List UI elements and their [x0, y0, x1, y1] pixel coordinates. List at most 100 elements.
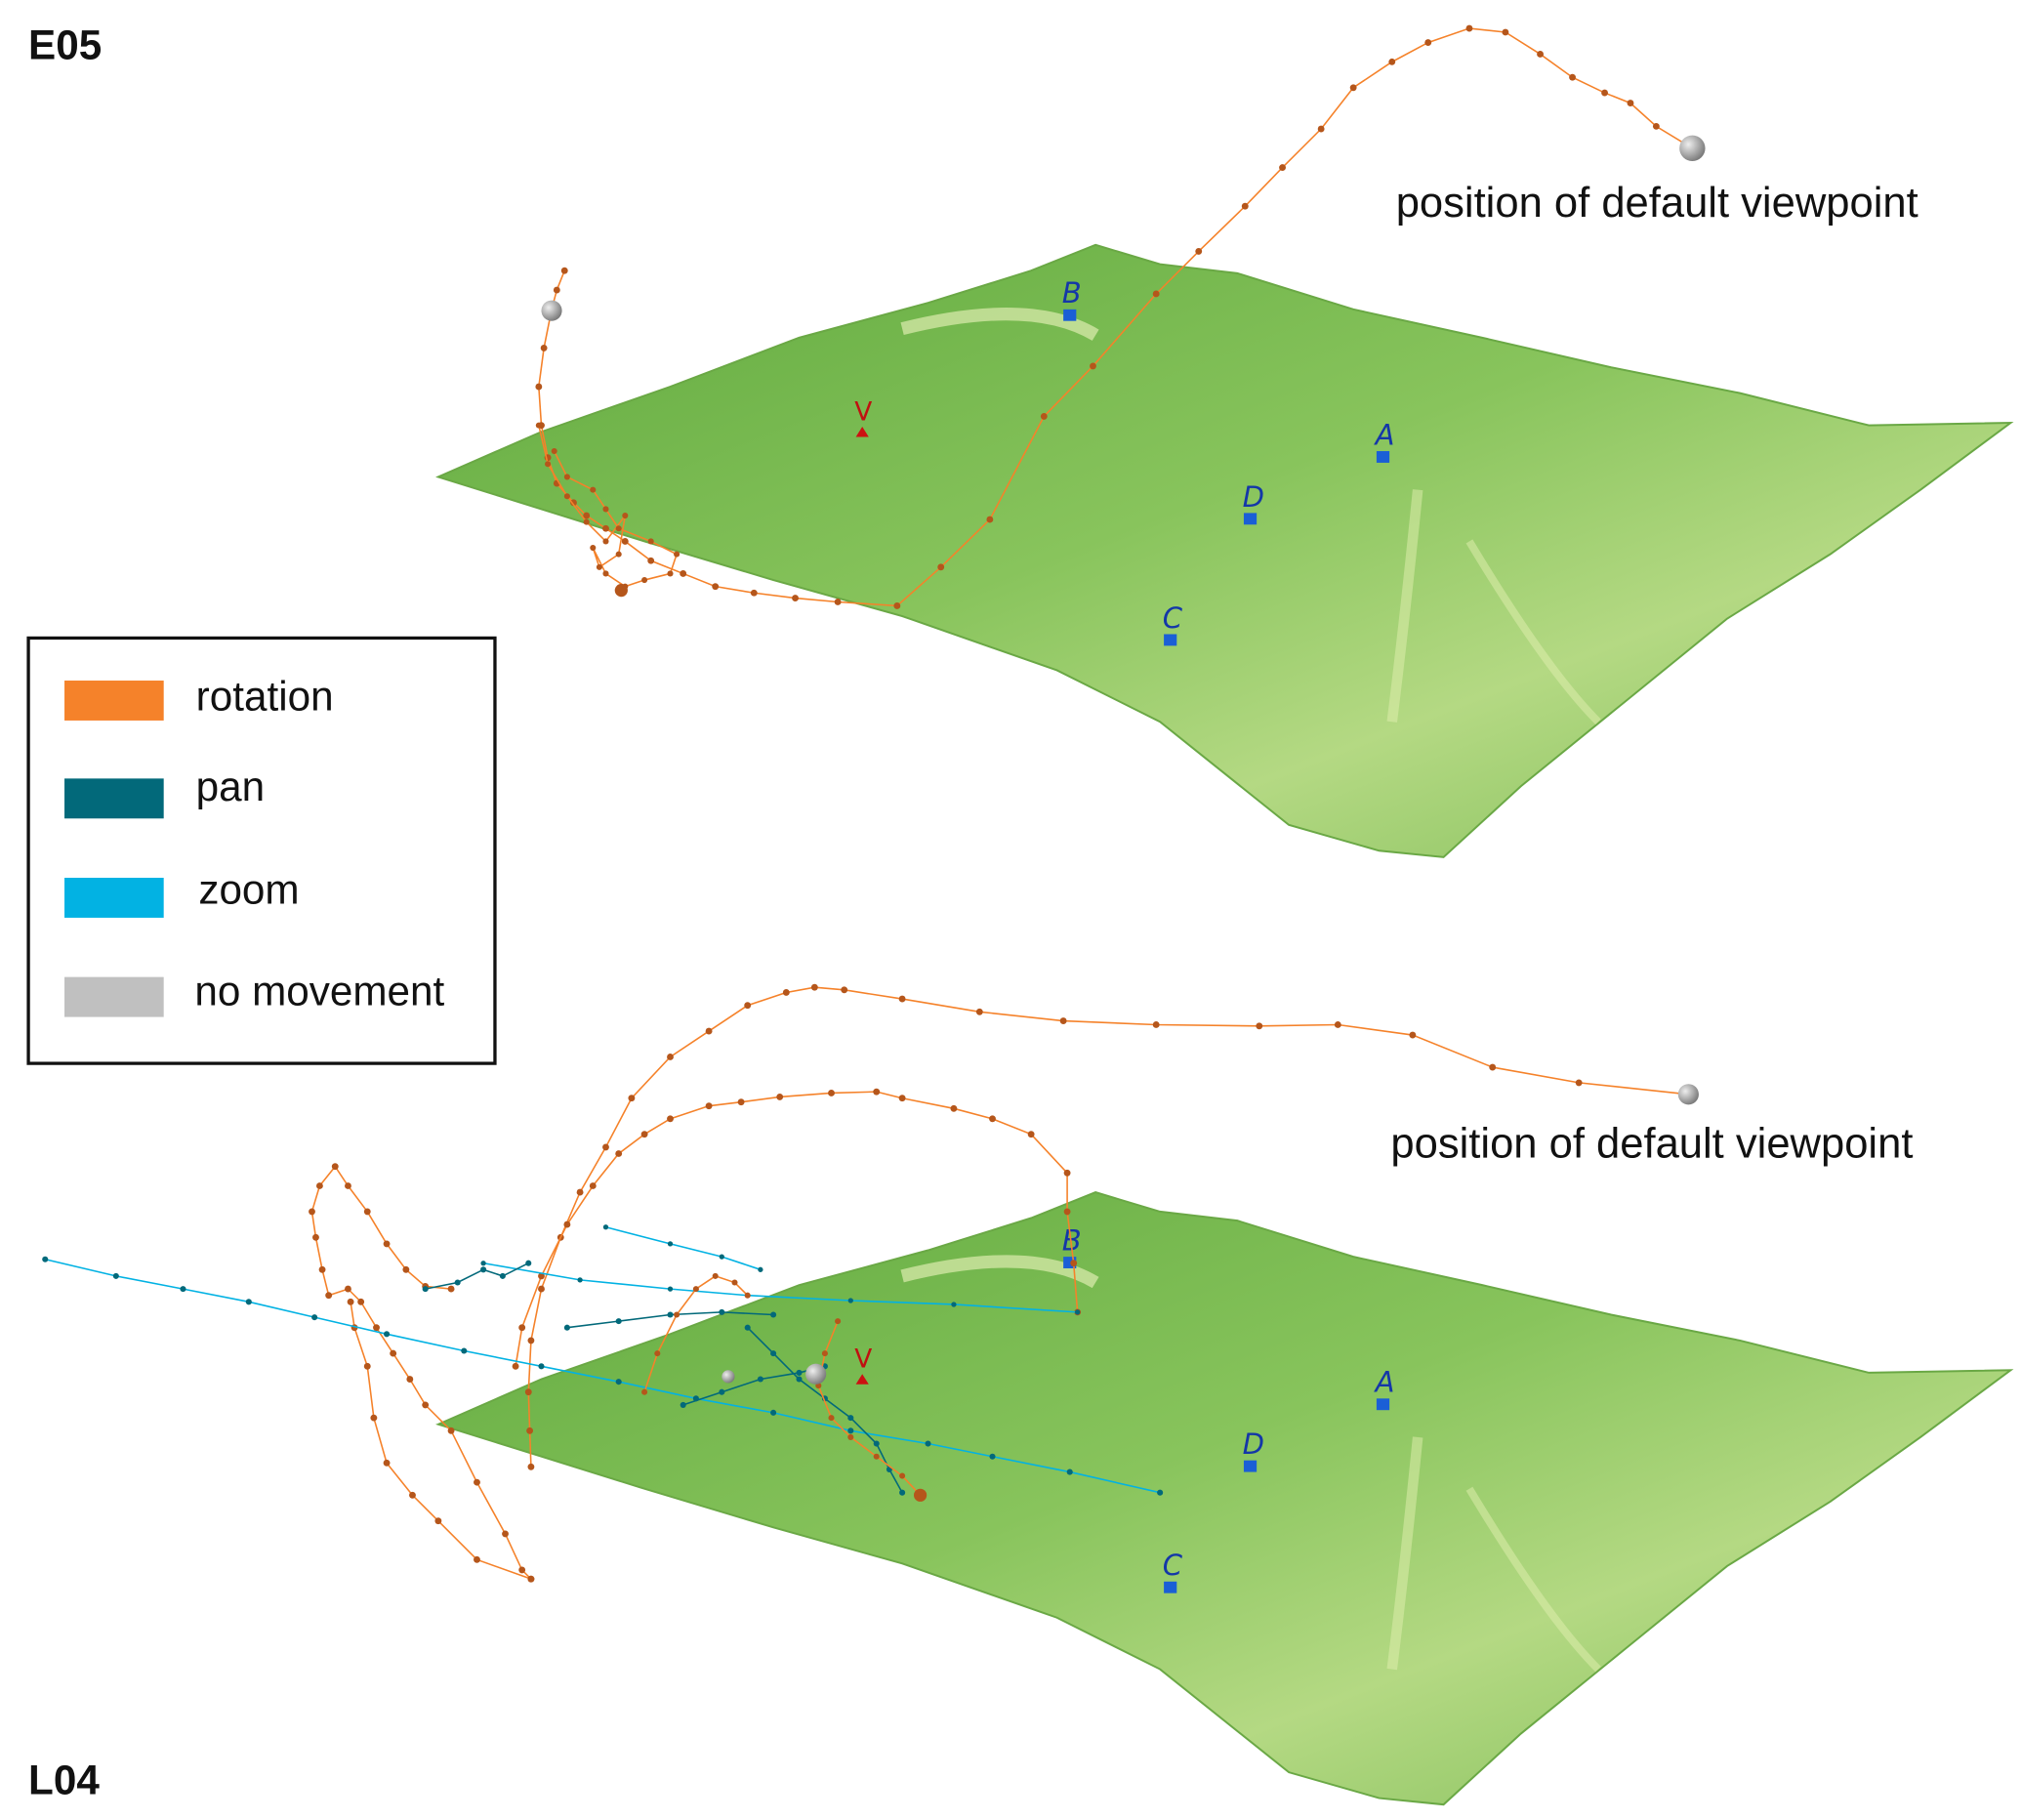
trajectory-point [951, 1302, 957, 1307]
trajectory-point [692, 1286, 699, 1293]
trajectory-point [873, 1453, 880, 1460]
trajectory-point [535, 383, 543, 391]
trajectory-point [847, 1427, 854, 1434]
trajectory-point [667, 1241, 674, 1247]
location-label-d: D [1243, 480, 1264, 514]
trajectory-point [577, 1277, 583, 1283]
trajectory-point [770, 1409, 777, 1416]
trajectory-point [828, 1090, 835, 1096]
trajectory-point [383, 1240, 391, 1248]
location-label-b: B [1062, 1224, 1082, 1258]
trajectory-point [406, 1376, 414, 1383]
default-viewpoint-note-bottom: position of default viewpoint [1390, 1120, 1913, 1167]
trajectory-point [937, 563, 945, 571]
trajectory-point [1489, 1063, 1497, 1071]
trajectory-point [563, 474, 570, 480]
trajectory-point [744, 1292, 751, 1299]
trajectory-point [796, 1369, 803, 1376]
trajectory-point [667, 1286, 674, 1292]
trajectory-point [602, 524, 609, 532]
trajectory-point [447, 1427, 455, 1434]
location-marker-a [1376, 1398, 1390, 1411]
trajectory-point [538, 1272, 545, 1280]
trajectory-point [42, 1256, 49, 1262]
location-label-b: B [1062, 276, 1082, 310]
panel-label-bottom: L04 [28, 1758, 100, 1803]
trajectory-point [526, 1427, 534, 1434]
trajectory-point [357, 1298, 365, 1305]
trajectory-point [1241, 202, 1249, 210]
trajectory-point [615, 1150, 623, 1157]
trajectory-point [474, 1555, 480, 1563]
trajectory-point [502, 1530, 509, 1538]
viewpoint-label-v: V [854, 1344, 872, 1375]
trajectory-point [1152, 1021, 1160, 1028]
trajectory-point [770, 1350, 777, 1357]
trajectory-point [680, 1401, 686, 1408]
trajectory-point [719, 1308, 725, 1315]
trajectory-point [1090, 362, 1096, 370]
trajectory-point [1502, 28, 1509, 36]
legend-swatch-zoom [64, 877, 164, 918]
trajectory-point [112, 1272, 119, 1279]
trajectory-point [312, 1233, 319, 1241]
trajectory-point [893, 602, 901, 609]
trajectory-point [873, 1440, 880, 1447]
location-marker-b [1063, 1257, 1077, 1268]
trajectory-point [384, 1331, 391, 1338]
location-marker-c [1164, 1581, 1177, 1593]
trajectory-point [527, 1337, 535, 1344]
trajectory-point [538, 1285, 545, 1293]
trajectory-point [1157, 1489, 1164, 1496]
trajectory-point [873, 1088, 881, 1096]
trajectory-point [1040, 412, 1048, 420]
trajectory-point [1070, 1260, 1078, 1267]
trajectory-point [1424, 39, 1432, 46]
trajectory-point [705, 1102, 713, 1110]
trajectory-point [654, 1350, 661, 1357]
trajectory-point [480, 1266, 487, 1273]
trajectory-point [1152, 290, 1160, 298]
trajectory-point [1256, 1022, 1263, 1030]
no-movement-sphere-top [541, 300, 562, 321]
trajectory-point [615, 1318, 622, 1325]
trajectory-point [1349, 84, 1357, 92]
trajectory-point [309, 1208, 315, 1216]
trajectory-point [835, 1318, 842, 1325]
trajectory-point [589, 1182, 597, 1189]
trajectory-point [461, 1347, 468, 1354]
trajectory-point [986, 516, 994, 523]
trajectory-point [899, 1489, 906, 1496]
location-label-a: A [1374, 1366, 1395, 1399]
trajectory-point [390, 1349, 397, 1357]
trajectory-point [422, 1286, 429, 1293]
trajectory-point [810, 983, 818, 991]
trajectory-point [847, 1415, 854, 1422]
trajectory-point [615, 551, 622, 558]
location-marker-c [1164, 634, 1177, 646]
trajectory-point [1569, 73, 1577, 81]
trajectory-point [180, 1286, 186, 1293]
trajectory-point [1627, 100, 1634, 107]
trajectory-point [770, 1311, 777, 1318]
trajectory-point [1279, 164, 1286, 172]
trajectory-point [712, 1272, 719, 1279]
trajectory-point [792, 595, 799, 601]
trajectory-rotation-bottom-3 [309, 1163, 535, 1583]
trajectory-zoom-bottom-1 [42, 1256, 1164, 1496]
trajectory-point [1537, 51, 1544, 58]
trajectory-point [641, 577, 648, 584]
trajectory-point [311, 1314, 318, 1321]
location-label-d: D [1243, 1427, 1264, 1461]
trajectory-point [847, 1433, 854, 1440]
trajectory-point [674, 1311, 681, 1318]
trajectory-point [512, 1362, 519, 1370]
trajectory-zoom-bottom-2 [602, 1224, 763, 1272]
trajectory-point [622, 513, 629, 519]
trajectory-point [345, 1285, 351, 1293]
panel-label-top: E05 [28, 22, 102, 68]
legend-label-zoom: zoom [198, 866, 299, 912]
trajectory-point [782, 989, 790, 996]
trajectory-point [315, 1182, 323, 1189]
